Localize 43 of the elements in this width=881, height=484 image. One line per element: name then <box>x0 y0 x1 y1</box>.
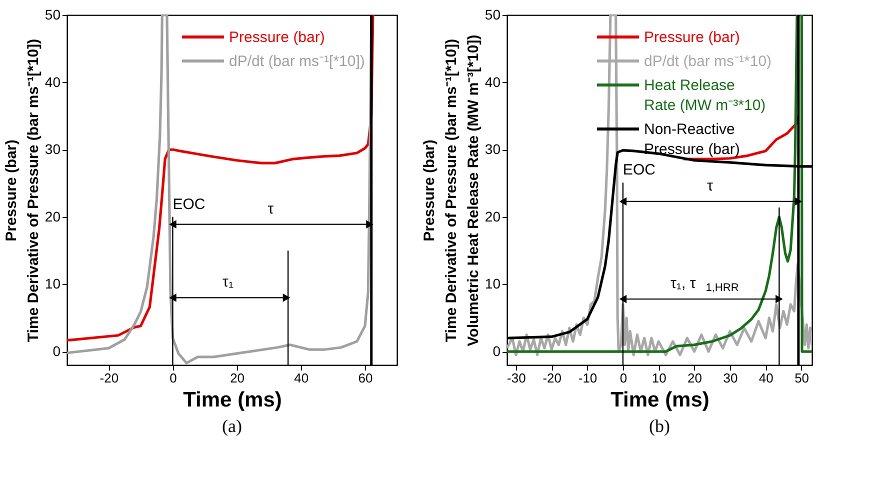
y-tick-label: 10 <box>484 276 501 292</box>
series-label: EOC <box>622 162 656 179</box>
legend-label: Non-Reactive Pressure (bar) <box>644 121 740 158</box>
text: (b) <box>649 416 670 436</box>
x-tick-label: 60 <box>358 370 373 386</box>
y-tick-label: 50 <box>484 6 501 22</box>
x-tick-label: 50 <box>794 370 810 386</box>
series-label: EOC <box>172 196 206 213</box>
x-tick-label: 40 <box>294 370 309 386</box>
y-tick-label: 30 <box>44 141 61 158</box>
x-tick-label: 30 <box>723 370 738 386</box>
series-label: τ₁ <box>222 274 234 291</box>
x-axis-title: Time (ms) <box>183 388 282 412</box>
legend-label: Pressure (bar) <box>644 29 740 46</box>
text: (a) <box>222 416 242 436</box>
legend-label: Pressure (bar) <box>229 29 325 46</box>
x-tick-label: -10 <box>578 370 598 386</box>
x-tick-label: 20 <box>688 370 702 386</box>
x-tick-label: 40 <box>758 370 774 386</box>
series-label: τ <box>707 177 714 194</box>
x-tick-label: -30 <box>507 370 526 386</box>
y-tick-label: 50 <box>44 6 61 22</box>
legend-label: Heat Release Rate (MW m⁻³*10) <box>644 77 766 114</box>
y-tick-label: 0 <box>492 343 501 360</box>
legend-label: dP/dt (bar ms⁻¹*10) <box>644 53 772 70</box>
y-tick-label: 40 <box>44 74 61 90</box>
x-tick-label: 0 <box>170 370 177 386</box>
y-tick-label: 40 <box>484 74 501 90</box>
y-axis-title: Pressure (bar) Time Derivative of Pressure (bar ms⁻¹[*10]) Volumetric Heat Release Rate (MW m⁻³[*10]) <box>420 34 482 346</box>
legend-label: dP/dt (bar ms⁻¹[*10]) <box>229 53 365 70</box>
x-tick-label: 0 <box>620 370 628 386</box>
y-tick-label: 20 <box>484 208 501 224</box>
x-tick-label: -20 <box>542 370 562 386</box>
series-label: τ <box>268 200 274 218</box>
y-tick-label: 20 <box>44 208 61 224</box>
y-tick-label: 10 <box>44 276 61 292</box>
x-axis-title: Time (ms) <box>610 388 710 412</box>
x-tick-label: -20 <box>100 370 119 386</box>
y-tick-label: 30 <box>484 141 501 158</box>
y-axis-title: Pressure (bar) Time Derivative of Pressure (bar ms⁻¹[*10]) <box>2 38 42 342</box>
x-tick-label: 10 <box>652 370 666 386</box>
x-tick-label: 20 <box>230 370 245 386</box>
y-tick-label: 0 <box>52 343 61 360</box>
